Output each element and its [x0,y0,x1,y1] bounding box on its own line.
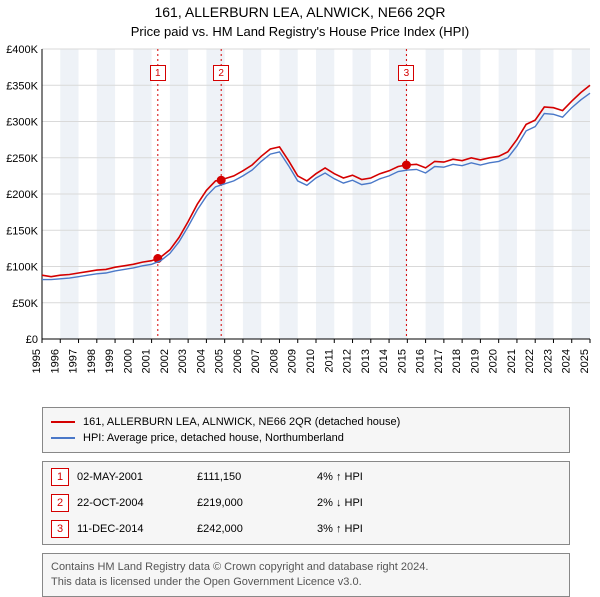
event-number: 3 [51,520,69,538]
title-block: 161, ALLERBURN LEA, ALNWICK, NE66 2QR Pr… [0,0,600,39]
svg-text:£100K: £100K [6,262,38,274]
svg-text:2018: 2018 [451,349,463,373]
svg-text:2013: 2013 [360,349,372,373]
svg-text:2024: 2024 [561,349,573,373]
event-marker-1: 1 [150,65,166,81]
event-price: £111,150 [197,471,317,483]
svg-text:£250K: £250K [6,153,38,165]
svg-text:1995: 1995 [31,349,43,373]
svg-text:2019: 2019 [469,349,481,373]
events-table: 1 02-MAY-2001£111,1504% ↑ HPI 2 22-OCT-2004… [42,461,570,545]
svg-text:2010: 2010 [305,349,317,373]
footer-line-1: Contains HM Land Registry data © Crown c… [51,560,561,575]
svg-text:2001: 2001 [141,349,153,373]
svg-text:2000: 2000 [122,349,134,373]
event-diff: 3% ↑ HPI [317,523,561,535]
svg-text:2005: 2005 [214,349,226,373]
svg-text:2004: 2004 [195,349,207,373]
event-price: £219,000 [197,497,317,509]
event-marker-3: 3 [398,65,414,81]
line-chart: £0 £50K £100K £150K £200K £250K £300K £350K £400… [0,39,600,399]
svg-text:1999: 1999 [104,349,116,373]
svg-text:2017: 2017 [433,349,445,373]
svg-text:2020: 2020 [488,349,500,373]
legend-swatch [51,437,75,439]
legend: 161, ALLERBURN LEA, ALNWICK, NE66 2QR (d… [42,407,570,453]
svg-text:2007: 2007 [250,349,262,373]
svg-text:£350K: £350K [6,80,38,92]
svg-text:£400K: £400K [6,44,38,56]
svg-text:2016: 2016 [415,349,427,373]
svg-text:2002: 2002 [159,349,171,373]
svg-text:1997: 1997 [68,349,80,373]
legend-row: HPI: Average price, detached house, Nort… [51,430,561,446]
svg-text:£200K: £200K [6,189,38,201]
svg-text:£50K: £50K [12,298,38,310]
event-price: £242,000 [197,523,317,535]
page-subtitle: Price paid vs. HM Land Registry's House … [0,24,600,39]
svg-text:2021: 2021 [506,349,518,373]
svg-text:2022: 2022 [524,349,536,373]
legend-label: 161, ALLERBURN LEA, ALNWICK, NE66 2QR (d… [83,416,400,428]
svg-text:2008: 2008 [268,349,280,373]
event-date: 22-OCT-2004 [77,497,197,509]
svg-text:2012: 2012 [342,349,354,373]
event-date: 11-DEC-2014 [77,523,197,535]
svg-text:2015: 2015 [396,349,408,373]
svg-text:2006: 2006 [232,349,244,373]
svg-text:£300K: £300K [6,117,38,129]
svg-text:2025: 2025 [579,349,591,373]
event-number: 1 [51,468,69,486]
svg-text:£0: £0 [26,334,38,346]
svg-text:1996: 1996 [49,349,61,373]
chart-area: £0 £50K £100K £150K £200K £250K £300K £350K £400… [0,39,600,399]
svg-text:1998: 1998 [86,349,98,373]
event-number: 2 [51,494,69,512]
svg-text:2003: 2003 [177,349,189,373]
event-marker-2: 2 [213,65,229,81]
svg-text:2011: 2011 [323,349,335,373]
page-title: 161, ALLERBURN LEA, ALNWICK, NE66 2QR [0,4,600,20]
legend-label: HPI: Average price, detached house, Nort… [83,432,344,444]
legend-row: 161, ALLERBURN LEA, ALNWICK, NE66 2QR (d… [51,414,561,430]
svg-text:2009: 2009 [287,349,299,373]
legend-swatch [51,421,75,423]
footer-attribution: Contains HM Land Registry data © Crown c… [42,553,570,597]
event-date: 02-MAY-2001 [77,471,197,483]
event-diff: 2% ↓ HPI [317,497,561,509]
svg-text:2023: 2023 [542,349,554,373]
svg-text:£150K: £150K [6,225,38,237]
svg-text:2014: 2014 [378,349,390,373]
footer-line-2: This data is licensed under the Open Gov… [51,575,561,590]
event-diff: 4% ↑ HPI [317,471,561,483]
